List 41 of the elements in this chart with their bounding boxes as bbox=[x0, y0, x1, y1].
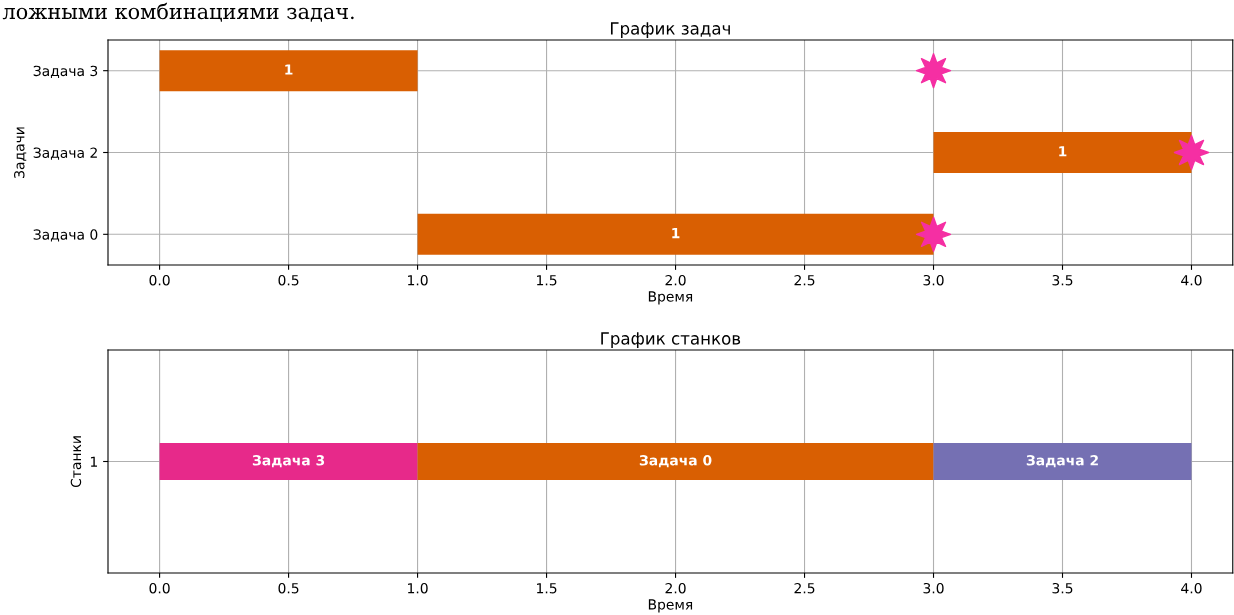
x-tick-label: 1.0 bbox=[408, 582, 428, 594]
x-axis-title: Время bbox=[648, 599, 693, 613]
bar bbox=[159, 442, 418, 481]
data-label: Задача 2 bbox=[1026, 455, 1098, 468]
x-tick-label: 3.0 bbox=[923, 582, 944, 594]
data-label: Задача 0 bbox=[639, 455, 712, 468]
x-tick-label: 3.5 bbox=[1052, 274, 1073, 286]
chart-title: График станков bbox=[601, 332, 741, 348]
y-tick-label: Задача 2 bbox=[33, 147, 97, 160]
annotation: 1 bbox=[1059, 146, 1067, 157]
x-tick-label: 2.0 bbox=[665, 582, 686, 594]
x-tick-label: 0.0 bbox=[149, 582, 170, 594]
x-tick-label: 1.0 bbox=[408, 274, 428, 286]
y-tick-label: 1 bbox=[90, 456, 97, 467]
x-tick-label: 0.5 bbox=[278, 582, 299, 594]
y-axis-title: Станки bbox=[70, 436, 82, 488]
x-tick-label: 3.0 bbox=[923, 274, 944, 286]
x-tick-label: 2.5 bbox=[794, 274, 815, 286]
x-tick-label: 3.5 bbox=[1052, 582, 1073, 594]
y-tick-label: Задача 3 bbox=[33, 65, 98, 78]
bar bbox=[933, 132, 1192, 173]
bar bbox=[933, 442, 1192, 481]
x-tick-label: 4.0 bbox=[1181, 274, 1202, 286]
x-axis-title: Время bbox=[648, 291, 693, 305]
x-tick-label: 2.5 bbox=[794, 582, 815, 594]
annotation: 1 bbox=[285, 64, 293, 75]
x-tick-label: 0.0 bbox=[149, 274, 170, 286]
annotation: 1 bbox=[672, 228, 680, 239]
x-tick-label: 1.5 bbox=[537, 583, 557, 594]
y-tick-label: Задача 0 bbox=[33, 229, 98, 242]
bar bbox=[417, 442, 934, 481]
x-tick-label: 2.0 bbox=[665, 274, 686, 286]
y-axis-title: Задачи bbox=[14, 127, 27, 178]
x-tick-label: 0.5 bbox=[278, 274, 299, 286]
x-tick-label: 4.0 bbox=[1181, 582, 1202, 594]
bar bbox=[159, 50, 418, 92]
x-tick-label: 1.5 bbox=[537, 275, 557, 286]
bar bbox=[417, 213, 934, 255]
chart-title: График задач bbox=[610, 22, 730, 38]
text: ложными комбинациями задач. bbox=[2, 2, 354, 22]
data-label: Задача 3 bbox=[252, 455, 325, 468]
